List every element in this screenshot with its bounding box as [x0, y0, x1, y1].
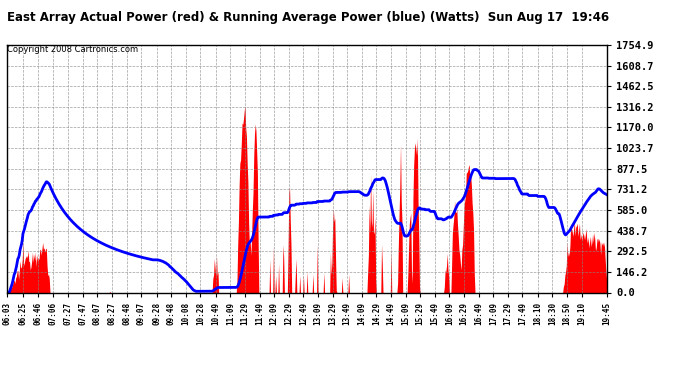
Text: East Array Actual Power (red) & Running Average Power (blue) (Watts)  Sun Aug 17: East Array Actual Power (red) & Running …	[7, 11, 609, 24]
Text: Copyright 2008 Cartronics.com: Copyright 2008 Cartronics.com	[7, 45, 138, 54]
